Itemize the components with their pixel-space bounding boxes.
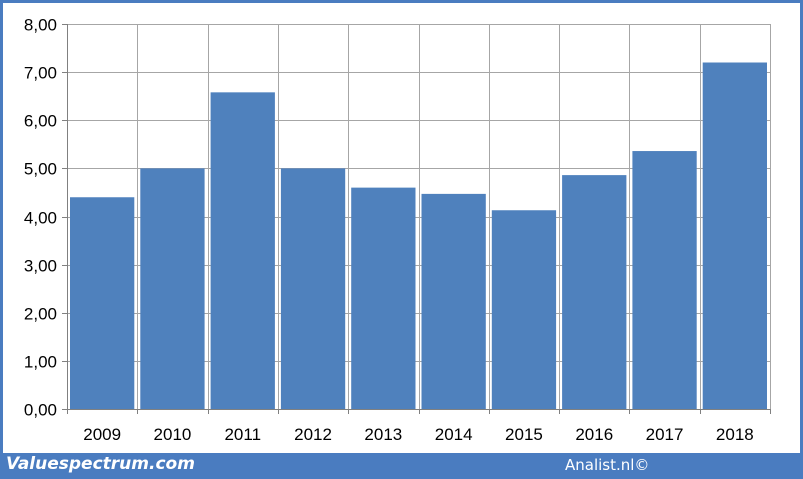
y-tick-label: 3,00 [24,257,57,276]
bar-2009 [70,197,135,409]
y-tick-label: 8,00 [24,16,57,35]
footer-source-left: Valuespectrum.com [6,454,195,474]
x-tick-label: 2014 [435,425,473,444]
x-tick-label: 2016 [575,425,613,444]
x-tick-label: 2015 [505,425,543,444]
bar-chart: 0,00 1,00 2,00 3,00 4,00 5,00 6,00 7,00 8,00 2009… [24,16,771,445]
y-tick-label: 5,00 [24,160,57,179]
chart-frame: 0,00 1,00 2,00 3,00 4,00 5,00 6,00 7,00 8,00 2009… [3,3,800,453]
x-tick-label: 2013 [364,425,402,444]
bar-2015 [491,210,557,409]
bar-2016 [562,175,627,409]
x-tick-label: 2017 [646,425,684,444]
x-tick-label: 2009 [83,425,121,444]
bar-2010 [140,168,205,409]
bar-2018 [702,62,767,409]
y-tick-label: 2,00 [24,305,57,324]
y-tick-label: 4,00 [24,209,57,228]
bar-2013 [351,187,416,409]
bar-2011 [210,92,275,410]
y-tick-label: 7,00 [24,64,57,83]
x-tick-label: 2012 [294,425,332,444]
bar-2012 [280,168,346,409]
y-tick-label: 1,00 [24,353,57,372]
x-tick-label: 2010 [154,425,192,444]
x-tick-label: 2018 [716,425,754,444]
footer-source-right: Analist.nl© [565,456,650,474]
bars [70,62,767,410]
y-tick-label: 6,00 [24,112,57,131]
bar-2014 [421,193,486,409]
x-tick-label: 2011 [224,425,261,444]
tick-labels: 0,00 1,00 2,00 3,00 4,00 5,00 6,00 7,00 8,00 2009… [24,16,754,445]
axes [62,24,771,414]
y-tick-label: 0,00 [24,401,57,420]
bar-2017 [632,151,697,410]
